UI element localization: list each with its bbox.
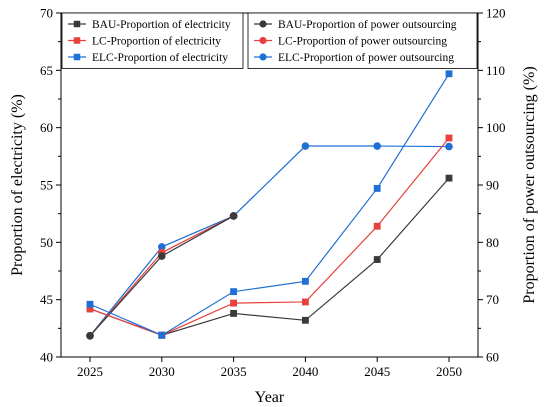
x-axis-title: Year: [255, 389, 285, 406]
right-y-tick-label: 110: [486, 63, 505, 78]
data-point-series-3: [445, 70, 453, 78]
x-tick-label: 2035: [221, 364, 247, 379]
data-point-series-2: [86, 305, 94, 313]
right-y-tick-label: 120: [486, 6, 506, 21]
legend-marker: [259, 20, 267, 28]
legend-left: BAU-Proportion of electricity LC-Proporti…: [61, 12, 244, 69]
series-line-5: [89, 215, 234, 337]
right-y-tick-label: 100: [486, 120, 506, 135]
data-point-series-3: [230, 288, 238, 296]
data-point-series-4: [86, 331, 94, 340]
data-point-series-6: [373, 142, 382, 150]
right-y-tick-label: 70: [486, 292, 499, 307]
legend-marker: [73, 20, 81, 28]
legend-box: [247, 12, 478, 69]
legend-label: LC-Proportion of power outsourcing: [278, 36, 447, 48]
left-y-tick-label: 70: [40, 6, 53, 21]
data-point-series-3: [158, 331, 166, 339]
series-line-1: [89, 177, 450, 336]
left-y-tick-label: 45: [40, 292, 53, 307]
data-point-series-3: [301, 277, 309, 285]
data-point-series-6: [445, 142, 453, 151]
x-tick-label: 2050: [436, 364, 462, 379]
data-point-series-6: [158, 243, 166, 251]
series-line-4: [89, 215, 234, 337]
left-y-tick-label: 40: [40, 350, 53, 365]
right-y-tick-label: 60: [486, 350, 499, 365]
legend-marker: [73, 37, 81, 44]
x-tick-label: 2025: [77, 364, 103, 379]
legend-label: BAU-Proportion of power outsourcing: [278, 19, 457, 31]
left-y-tick-label: 60: [40, 120, 53, 135]
data-point-series-4: [229, 212, 238, 220]
right-y-tick-label: 80: [486, 235, 499, 250]
legend-label: ELC-Proportion of electricity: [92, 52, 228, 64]
legend-marker: [259, 53, 267, 61]
legend-label: ELC-Proportion of power outsourcing: [278, 52, 454, 64]
x-tick-label: 2030: [149, 364, 175, 379]
data-point-series-1: [373, 256, 381, 263]
right-y-tick-label: 90: [486, 178, 499, 193]
axes: 2025 2030 2035 2040 2045 2050 40 45 50 55 60 65 70 60…: [40, 6, 506, 380]
left-y-tick-label: 50: [40, 235, 53, 250]
data-point-series-2: [373, 222, 381, 230]
series-line-3: [89, 73, 450, 336]
x-tick-label: 2040: [292, 364, 318, 379]
legend-marker: [259, 36, 267, 45]
x-tick-label: 2045: [364, 364, 390, 379]
data-point-series-2: [301, 298, 309, 306]
legend-marker: [73, 53, 81, 61]
left-y-tick-label: 55: [40, 178, 53, 193]
data-point-series-2: [230, 299, 238, 307]
data-point-series-1: [301, 316, 309, 324]
legend-right: BAU-Proportion of power outsourcing LC-Pr…: [247, 12, 478, 69]
markers: [86, 70, 453, 340]
legend-box: [61, 12, 244, 69]
legend-label: BAU-Proportion of electricity: [92, 19, 231, 31]
series-lines: [89, 73, 450, 337]
series-line-2: [89, 137, 450, 336]
data-point-series-1: [445, 174, 453, 182]
data-point-series-4: [158, 252, 166, 260]
legend-label: LC-Proportion of electricity: [92, 36, 221, 48]
data-point-series-3: [86, 300, 94, 308]
left-y-tick-label: 65: [40, 63, 53, 78]
data-point-series-1: [230, 310, 238, 317]
left-y-axis-title: Proportion of electricity (%): [9, 94, 26, 276]
data-point-series-3: [373, 185, 381, 192]
data-point-series-6: [301, 142, 310, 150]
right-y-axis-title: Proportion of power outsourcing (%): [521, 66, 538, 303]
series-line-6: [89, 145, 450, 337]
data-point-series-2: [445, 134, 453, 142]
